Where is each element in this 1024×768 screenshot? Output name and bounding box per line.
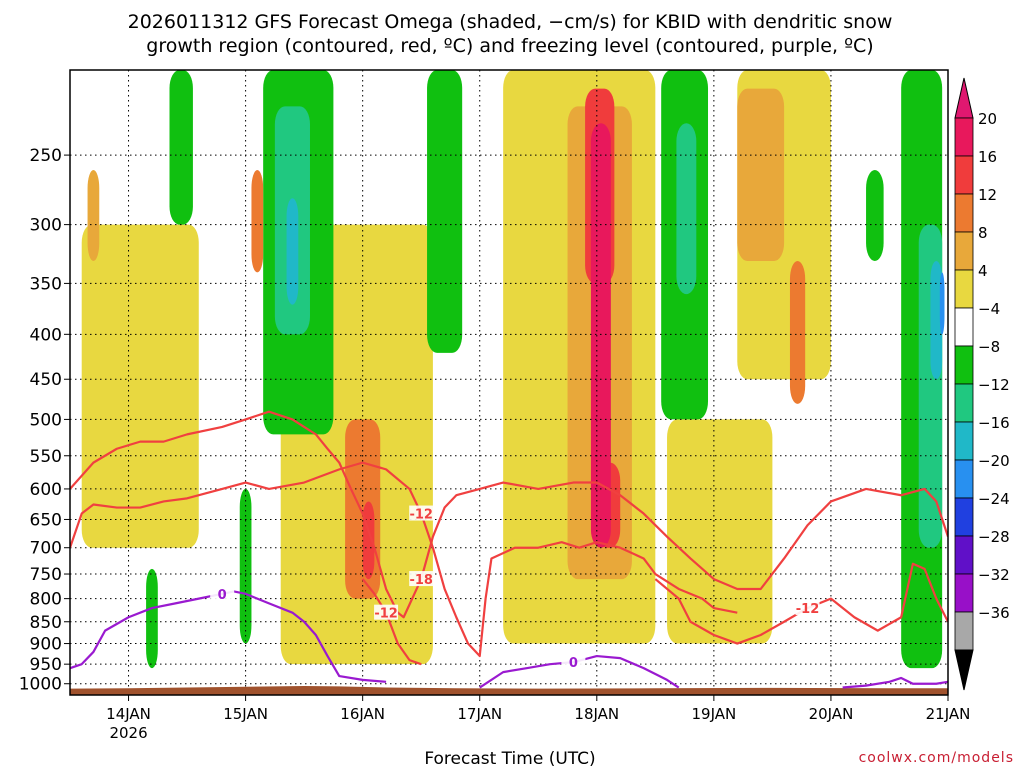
x-tick-label-17JAN: 17JAN bbox=[457, 705, 502, 723]
colorbar-label-1: 16 bbox=[978, 148, 997, 166]
x-axis-label: Forecast Time (UTC) bbox=[424, 749, 595, 768]
colorbar-segment-0 bbox=[955, 118, 973, 156]
y-tick-label-650: 650 bbox=[30, 510, 62, 530]
y-tick-label-300: 300 bbox=[30, 216, 62, 236]
dgz-contour-label-2: -12 bbox=[374, 607, 398, 622]
y-tick-label-400: 400 bbox=[30, 325, 62, 345]
chart-title-line1: 2026011312 GFS Forecast Omega (shaded, −… bbox=[128, 11, 893, 33]
x-tick-label-15JAN: 15JAN bbox=[223, 705, 268, 723]
freezing-contour-label-1: 0 bbox=[569, 656, 578, 671]
y-tick-label-1000: 1000 bbox=[19, 675, 62, 695]
colorbar-label-13: −36 bbox=[978, 604, 1010, 622]
colorbar: 20 16 12 8 4 −4 −8 −12 −16 −20 −24 −28 −32 −36 bbox=[955, 78, 1010, 690]
omega-cell-sinking-16.8jan bbox=[427, 70, 462, 353]
omega-cell-sinking-20.3jan bbox=[866, 170, 884, 261]
y-axis: 2503003504004505005506006507007508008509… bbox=[19, 146, 70, 695]
y-tick-label-350: 350 bbox=[30, 274, 62, 294]
x-tick-label-21JAN: 21JAN bbox=[926, 705, 971, 723]
y-tick-label-800: 800 bbox=[30, 590, 62, 610]
colorbar-label-7: −12 bbox=[978, 376, 1010, 394]
colorbar-label-5: −4 bbox=[978, 300, 1000, 318]
colorbar-label-2: 12 bbox=[978, 186, 997, 204]
colorbar-segment-6 bbox=[955, 346, 973, 384]
dgz-contour-label-0: -12 bbox=[409, 508, 433, 523]
y-tick-label-550: 550 bbox=[30, 447, 62, 467]
colorbar-segment-1 bbox=[955, 156, 973, 194]
colorbar-segment-5 bbox=[955, 308, 973, 346]
colorbar-segment-8 bbox=[955, 422, 973, 460]
colorbar-segment-11 bbox=[955, 536, 973, 574]
colorbar-segment-4 bbox=[955, 270, 973, 308]
colorbar-segment-13 bbox=[955, 612, 973, 650]
y-tick-label-900: 900 bbox=[30, 635, 62, 655]
colorbar-segment-12 bbox=[955, 574, 973, 612]
omega-cell-sinking-14.1jan-low bbox=[146, 569, 158, 668]
colorbar-label-9: −20 bbox=[978, 452, 1010, 470]
x-tick-label-20JAN: 20JAN bbox=[809, 705, 854, 723]
y-tick-label-600: 600 bbox=[30, 480, 62, 500]
omega-cell-sinking-14.5jan bbox=[170, 70, 193, 225]
y-tick-label-250: 250 bbox=[30, 146, 62, 166]
x-tick-label-19JAN: 19JAN bbox=[691, 705, 736, 723]
y-tick-label-700: 700 bbox=[30, 539, 62, 559]
omega-time-height-chart: 2026011312 GFS Forecast Omega (shaded, −… bbox=[0, 0, 1024, 768]
omega-cell-sinking-15.4jan-core2 bbox=[287, 198, 299, 304]
y-tick-label-750: 750 bbox=[30, 565, 62, 585]
y-tick-label-450: 450 bbox=[30, 370, 62, 390]
x-tick-label-16JAN: 16JAN bbox=[340, 705, 385, 723]
colorbar-segment-2 bbox=[955, 194, 973, 232]
freezing-contour-label-0: 0 bbox=[218, 588, 227, 603]
y-tick-label-500: 500 bbox=[30, 410, 62, 430]
omega-cell-rising-19jan-column bbox=[790, 261, 805, 404]
colorbar-label-3: 8 bbox=[978, 224, 988, 242]
dgz-contour-label-1: -18 bbox=[409, 573, 433, 588]
omega-cell-sinking-21jan-strongest bbox=[940, 272, 945, 334]
chart-title-line2: growth region (contoured, red, ºC) and f… bbox=[146, 35, 873, 57]
credit-text: coolwx.com/models bbox=[859, 750, 1014, 766]
colorbar-segment-7 bbox=[955, 384, 973, 422]
y-tick-label-950: 950 bbox=[30, 655, 62, 675]
omega-cell-rising-15jan-upper bbox=[251, 170, 263, 272]
colorbar-label-4: 4 bbox=[978, 262, 988, 280]
colorbar-segment-9 bbox=[955, 460, 973, 498]
colorbar-label-8: −16 bbox=[978, 414, 1010, 432]
omega-cell-rising-14jan-upper-a bbox=[88, 170, 100, 261]
colorbar-label-10: −24 bbox=[978, 490, 1010, 508]
colorbar-top-cap bbox=[955, 78, 973, 118]
colorbar-label-6: −8 bbox=[978, 338, 1000, 356]
y-tick-label-850: 850 bbox=[30, 613, 62, 633]
omega-cell-rising-19jan-upper bbox=[737, 89, 784, 261]
x-tick-label-18JAN: 18JAN bbox=[574, 705, 619, 723]
x-tick-sublabel-14JAN: 2026 bbox=[109, 724, 147, 742]
colorbar-label-12: −32 bbox=[978, 566, 1010, 584]
colorbar-bottom-cap bbox=[955, 650, 973, 690]
colorbar-segment-10 bbox=[955, 498, 973, 536]
x-tick-label-14JAN: 14JAN bbox=[106, 705, 151, 723]
colorbar-label-0: 20 bbox=[978, 110, 997, 128]
colorbar-segment-3 bbox=[955, 232, 973, 270]
colorbar-label-11: −28 bbox=[978, 528, 1010, 546]
dgz-contour-label-3: -12 bbox=[796, 602, 820, 617]
omega-cell-sinking-18.8jan-core bbox=[676, 123, 696, 294]
